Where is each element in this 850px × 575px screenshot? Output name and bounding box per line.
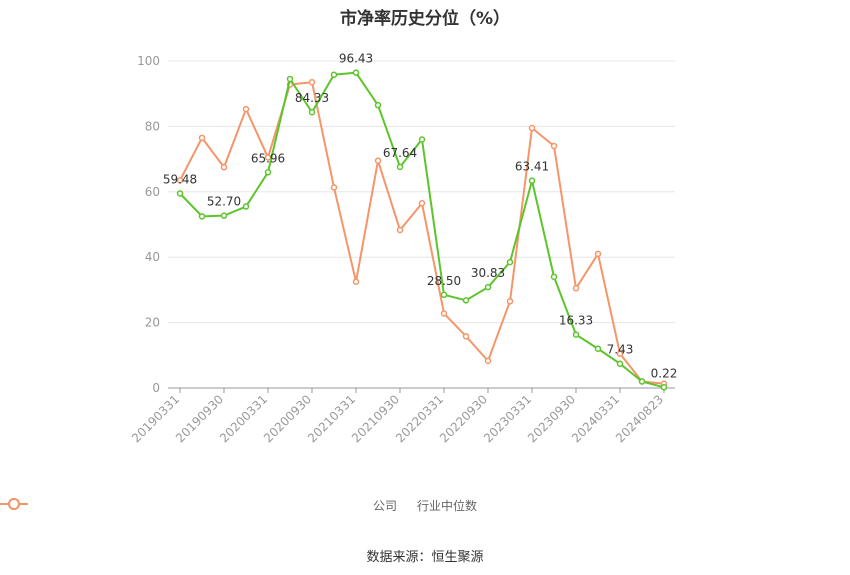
- series-line-industry: [179, 81, 665, 385]
- data-point-industry: [462, 333, 470, 340]
- data-label: 28.50: [427, 274, 461, 288]
- y-tick-label: 60: [145, 185, 160, 199]
- legend-item-company[interactable]: 公司: [0, 497, 397, 514]
- data-label: 0.22: [651, 366, 678, 380]
- data-point-company: [462, 297, 470, 304]
- data-label: 84.33: [295, 91, 329, 105]
- data-point-company: [396, 163, 404, 171]
- data-point-company: [660, 384, 668, 391]
- y-tick-label: 0: [152, 381, 160, 395]
- chart-title: 市净率历史分位（%）: [339, 9, 511, 29]
- y-tick-label: 20: [145, 316, 160, 330]
- legend-label-industry: 行业中位数: [417, 499, 478, 513]
- data-point-company: [220, 212, 228, 219]
- data-point-company: [440, 291, 448, 299]
- data-point-company: [242, 203, 250, 210]
- data-point-company: [528, 177, 536, 184]
- data-point-company: [616, 360, 624, 367]
- data-point-industry: [616, 350, 624, 357]
- data-point-industry: [176, 177, 184, 184]
- data-point-industry: [440, 310, 448, 317]
- data-label: 16.33: [559, 314, 593, 328]
- data-point-industry: [308, 79, 316, 86]
- data-point-industry: [374, 157, 382, 164]
- data-label: 52.70: [207, 195, 241, 209]
- data-label: 96.43: [339, 52, 373, 66]
- data-point-company: [638, 378, 646, 385]
- data-point-industry: [396, 226, 404, 234]
- data-point-industry: [528, 124, 536, 132]
- legend-marker-industry: [0, 498, 28, 510]
- data-point-company: [330, 71, 338, 78]
- data-point-company: [550, 273, 558, 281]
- data-source: 数据来源：恒生聚源: [366, 550, 484, 565]
- series-line-company: [179, 71, 665, 389]
- x-tick-label: 20240823: [613, 392, 666, 445]
- data-point-company: [418, 136, 426, 143]
- data-point-industry: [242, 105, 250, 113]
- data-point-company: [594, 345, 602, 353]
- legend: 公司 行业中位数: [0, 497, 850, 514]
- data-point-industry: [418, 199, 426, 207]
- data-point-company: [264, 169, 272, 176]
- data-label: 65.96: [251, 151, 285, 165]
- data-point-company: [484, 283, 492, 291]
- data-point-industry: [352, 278, 360, 285]
- y-tick-label: 40: [145, 250, 160, 264]
- data-point-company: [506, 258, 514, 266]
- data-point-industry: [198, 134, 206, 142]
- data-label: 67.64: [383, 146, 417, 160]
- data-point-industry: [330, 184, 338, 191]
- legend-item-industry[interactable]: 行业中位数: [0, 497, 478, 514]
- data-label: 7.43: [607, 343, 634, 357]
- data-label: 30.83: [471, 266, 505, 280]
- legend-label-company: 公司: [372, 499, 397, 513]
- data-point-industry: [550, 142, 558, 150]
- data-point-company: [176, 190, 184, 197]
- data-point-industry: [594, 250, 602, 258]
- data-point-industry: [506, 298, 514, 305]
- data-point-company: [374, 101, 382, 109]
- data-point-company: [286, 75, 294, 83]
- data-point-industry: [484, 357, 492, 365]
- data-label: 63.41: [515, 160, 549, 174]
- data-label: 59.48: [163, 173, 197, 187]
- data-point-company: [308, 108, 316, 116]
- y-tick-label: 100: [137, 54, 160, 68]
- data-point-company: [352, 69, 360, 76]
- data-point-company: [198, 213, 206, 220]
- data-point-company: [572, 331, 580, 338]
- data-point-industry: [572, 285, 580, 292]
- y-tick-label: 80: [145, 119, 160, 133]
- data-point-industry: [220, 164, 228, 171]
